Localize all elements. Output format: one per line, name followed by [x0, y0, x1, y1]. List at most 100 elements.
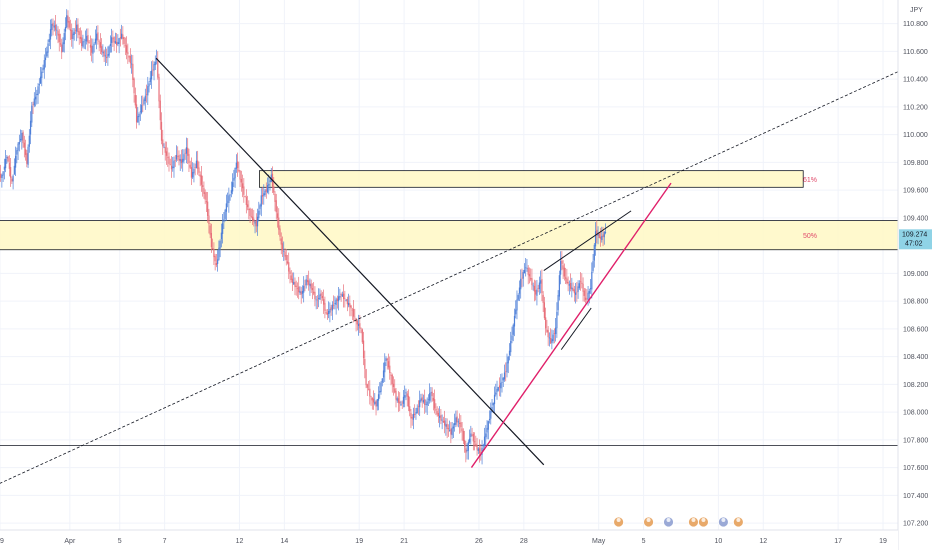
candle-body: [414, 413, 416, 415]
candle-body: [451, 427, 453, 436]
candle-body: [359, 323, 361, 329]
x-tick-label: May: [592, 538, 606, 545]
candle-body: [250, 216, 252, 217]
candle-body: [190, 167, 193, 178]
y-tick-label: 107.400: [903, 493, 928, 500]
candle-body: [127, 52, 129, 55]
candle-body: [309, 283, 311, 287]
candle-body: [265, 189, 267, 192]
event-marker-dot: [701, 518, 706, 522]
candle-body: [314, 291, 316, 300]
candle-body: [89, 44, 92, 48]
candle-body: [444, 420, 446, 426]
candle-body: [435, 408, 437, 411]
candle-body: [354, 316, 356, 318]
candle-body: [538, 282, 541, 290]
y-axis[interactable]: 110.800 110.600 110.400 110.200 110.000 109.8…: [897, 0, 932, 550]
candle-body: [279, 228, 281, 237]
y-tick-label: 110.200: [903, 104, 928, 111]
candle-body: [441, 419, 443, 421]
candle-body: [111, 37, 113, 43]
candle-body: [88, 42, 90, 44]
candle-body: [251, 216, 254, 221]
candle-body: [159, 100, 161, 121]
candle-body: [412, 413, 415, 420]
candle-body: [150, 70, 153, 80]
candle-body: [8, 163, 10, 169]
candle-body: [185, 147, 188, 154]
candle-body: [589, 288, 592, 290]
candle-body: [266, 185, 269, 193]
candle-body: [347, 302, 350, 306]
candle-body: [328, 310, 330, 314]
candle-body: [148, 83, 150, 87]
candle-body: [199, 174, 201, 177]
candle-body: [320, 293, 322, 296]
candle-body: [500, 382, 502, 389]
candle-body: [93, 44, 95, 46]
candle-body: [255, 220, 257, 227]
candle-body: [175, 154, 178, 160]
candle-body: [238, 169, 240, 172]
candle-body: [436, 411, 438, 415]
candle-body: [53, 25, 55, 28]
candle-body: [483, 436, 486, 446]
candle-body: [134, 95, 136, 106]
candle-body: [325, 312, 327, 314]
candle-body: [187, 147, 189, 156]
candle-body: [557, 294, 559, 311]
candle-body: [34, 96, 37, 100]
candle-body: [143, 99, 145, 105]
candle-body: [260, 195, 262, 207]
candle-body: [558, 275, 560, 297]
candle-body: [439, 415, 441, 418]
candle-body: [83, 41, 85, 43]
candle-body: [570, 282, 572, 289]
candle-body: [384, 362, 386, 373]
candle-body: [275, 200, 277, 213]
candle-body: [72, 33, 74, 40]
candle-body: [24, 149, 27, 155]
candle-body: [193, 168, 195, 174]
candle-body: [12, 175, 14, 182]
x-axis[interactable]: 9 Apr 5 7 12 14 19 21 26 28 May 5 10 12 17 19: [0, 529, 898, 550]
candle-body: [96, 33, 98, 41]
candle-body: [52, 22, 54, 26]
candle-body: [160, 121, 163, 141]
y-tick-label: 108.200: [903, 382, 928, 389]
candle-body: [228, 195, 230, 203]
candle-body: [415, 412, 417, 414]
zones: 61% 50%: [0, 170, 904, 251]
candle-body: [522, 272, 524, 279]
candle-body: [103, 50, 105, 57]
candle-body: [512, 324, 514, 335]
candle-body: [528, 274, 531, 277]
candle-body: [401, 402, 403, 404]
candle-body: [290, 275, 292, 281]
candle-body: [385, 358, 387, 362]
candle-body: [63, 33, 65, 45]
candle-body: [33, 98, 35, 106]
candle-body: [390, 374, 392, 376]
candle-body: [18, 141, 20, 145]
candle-body: [395, 390, 397, 400]
candle-body: [246, 204, 249, 208]
candle-body: [343, 293, 345, 300]
x-tick-label: 21: [400, 538, 408, 545]
wedge-lower-line: [560, 307, 592, 350]
candle-body: [394, 388, 396, 393]
candle-body: [560, 260, 562, 275]
candle-body: [188, 154, 190, 164]
event-marker-dot: [616, 518, 621, 522]
x-tick-label: 19: [879, 538, 887, 545]
candle-body: [285, 254, 287, 261]
y-tick-label: 109.800: [903, 160, 928, 167]
candle-body: [449, 430, 451, 431]
candle-body: [198, 167, 200, 173]
candle-body: [574, 292, 577, 295]
candle-body: [313, 291, 315, 294]
candle-body: [94, 38, 97, 44]
candle-body: [284, 251, 286, 257]
candle-body: [232, 182, 234, 192]
